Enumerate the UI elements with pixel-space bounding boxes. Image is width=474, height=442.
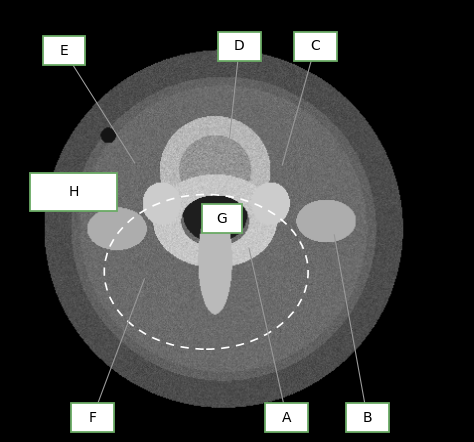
FancyBboxPatch shape <box>202 204 242 233</box>
Text: A: A <box>282 411 292 425</box>
Text: H: H <box>68 185 79 199</box>
Text: B: B <box>363 411 372 425</box>
Text: F: F <box>89 411 96 425</box>
FancyBboxPatch shape <box>30 173 117 211</box>
FancyBboxPatch shape <box>71 403 114 432</box>
Text: E: E <box>60 44 68 58</box>
FancyBboxPatch shape <box>294 32 337 61</box>
FancyBboxPatch shape <box>218 32 261 61</box>
Text: D: D <box>234 39 245 53</box>
FancyBboxPatch shape <box>265 403 308 432</box>
FancyBboxPatch shape <box>346 403 389 432</box>
Text: C: C <box>310 39 320 53</box>
FancyBboxPatch shape <box>43 37 85 65</box>
Text: G: G <box>217 212 227 226</box>
